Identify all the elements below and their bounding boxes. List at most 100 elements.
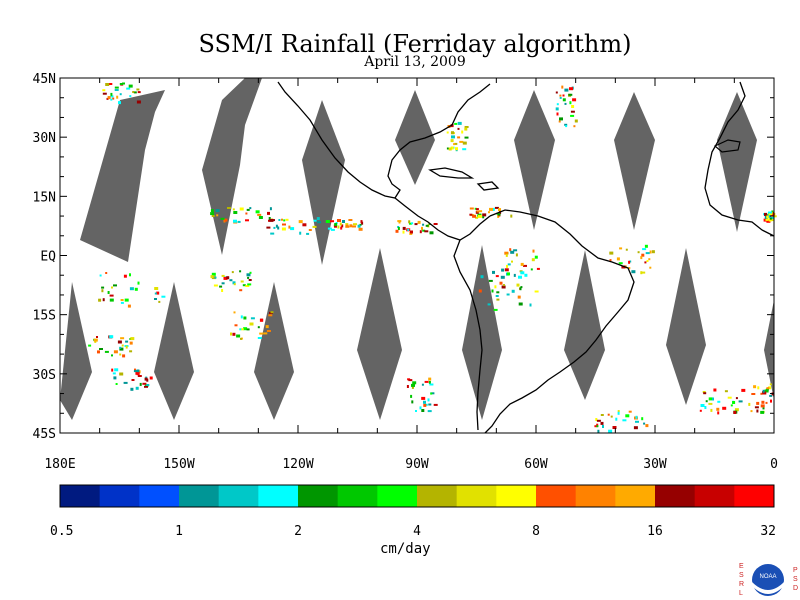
rain-cell (242, 284, 246, 287)
rain-cell (769, 394, 773, 397)
rain-cell (430, 392, 433, 395)
rain-cell (507, 263, 511, 266)
lon-tick-label: 90W (405, 457, 429, 472)
rain-cell (492, 207, 495, 211)
rain-cell (558, 120, 561, 123)
rain-cell (345, 223, 349, 227)
rain-cell (569, 87, 573, 91)
rain-cell (446, 131, 449, 134)
rain-cell (510, 250, 515, 254)
rain-cell (454, 122, 458, 125)
rain-cell (504, 268, 509, 272)
rain-cell (257, 326, 260, 329)
rain-cell (316, 217, 320, 221)
rain-cell (421, 383, 424, 386)
rain-cell (602, 425, 604, 428)
lon-tick-label: 30W (643, 457, 667, 472)
rain-cell (229, 279, 233, 282)
rain-cell (358, 227, 363, 231)
rain-cell (469, 207, 474, 210)
colorbar-swatch (258, 485, 299, 507)
rain-cell (230, 332, 232, 336)
rain-cell (428, 377, 432, 381)
rain-cell (713, 388, 717, 392)
rain-cell (257, 337, 262, 339)
rain-cell (119, 83, 123, 85)
colorbar-tick-label: 1 (175, 524, 183, 539)
rain-cell (644, 261, 647, 264)
rain-cell (119, 347, 124, 351)
rain-cell (596, 419, 601, 422)
rain-cell (497, 213, 501, 216)
rain-cell (246, 208, 250, 211)
rain-cell (762, 407, 765, 410)
rain-cell (239, 328, 242, 331)
rain-cell (154, 287, 159, 290)
rain-cell (111, 368, 114, 372)
rain-cell (637, 251, 640, 254)
rain-cell (223, 276, 228, 280)
rain-cell (290, 227, 295, 231)
rain-cell (114, 89, 119, 91)
rain-cell (111, 286, 113, 289)
rain-cell (433, 223, 438, 225)
rain-cell (748, 402, 751, 406)
rain-cell (113, 284, 117, 287)
rain-cell (247, 283, 252, 286)
rain-cell (231, 271, 234, 274)
colorbar-swatch (139, 485, 180, 507)
rain-cell (491, 289, 494, 293)
rain-cell (126, 87, 131, 90)
rain-cell (756, 401, 760, 405)
rain-cell (398, 221, 401, 224)
rain-cell (271, 219, 275, 222)
rain-cell (480, 275, 484, 279)
rain-cell (342, 220, 345, 223)
rain-cell (761, 400, 765, 404)
rain-cell (631, 270, 636, 274)
rain-cell (144, 377, 148, 381)
rain-cell (455, 147, 458, 151)
rain-cell (139, 382, 142, 386)
rain-cell (766, 219, 771, 223)
rain-cell (564, 88, 569, 92)
rain-cell (556, 112, 559, 116)
rain-cell (102, 89, 106, 92)
rain-cell (518, 275, 522, 279)
rain-cell (424, 230, 429, 233)
rain-cell (98, 298, 102, 302)
lat-tick-label: 30S (33, 368, 56, 383)
rain-cell (249, 271, 252, 274)
lat-tick-label: 45S (33, 427, 56, 442)
rain-cell (703, 392, 707, 395)
rain-cell (536, 267, 540, 270)
rain-cell (136, 100, 141, 104)
rain-cell (562, 94, 565, 97)
no-data-swath (254, 282, 294, 420)
rain-cell (764, 389, 769, 393)
rain-cell (299, 231, 302, 235)
rain-cell (497, 214, 500, 218)
rain-cell (240, 337, 242, 340)
rain-cell (568, 93, 573, 96)
rain-cell (594, 425, 598, 428)
rain-cell (123, 274, 127, 278)
rain-cell (710, 408, 713, 412)
rain-cell (482, 216, 485, 219)
coastline-africa-europe (704, 81, 775, 237)
rain-cell (427, 398, 430, 402)
rain-cell (102, 92, 107, 95)
rain-cell (278, 219, 281, 221)
rain-cell (411, 383, 415, 387)
rain-cell (459, 140, 464, 143)
rain-cell (135, 386, 139, 390)
rain-cell (562, 98, 566, 102)
coastline-caribbean-cuba (428, 167, 500, 191)
lat-tick-label: 15N (33, 190, 56, 205)
colorbar-swatch (456, 485, 497, 507)
rain-cell (282, 223, 286, 226)
rain-cell (131, 379, 135, 381)
rain-cell (559, 96, 562, 99)
rain-cell (515, 253, 518, 257)
rain-cell (129, 287, 134, 291)
